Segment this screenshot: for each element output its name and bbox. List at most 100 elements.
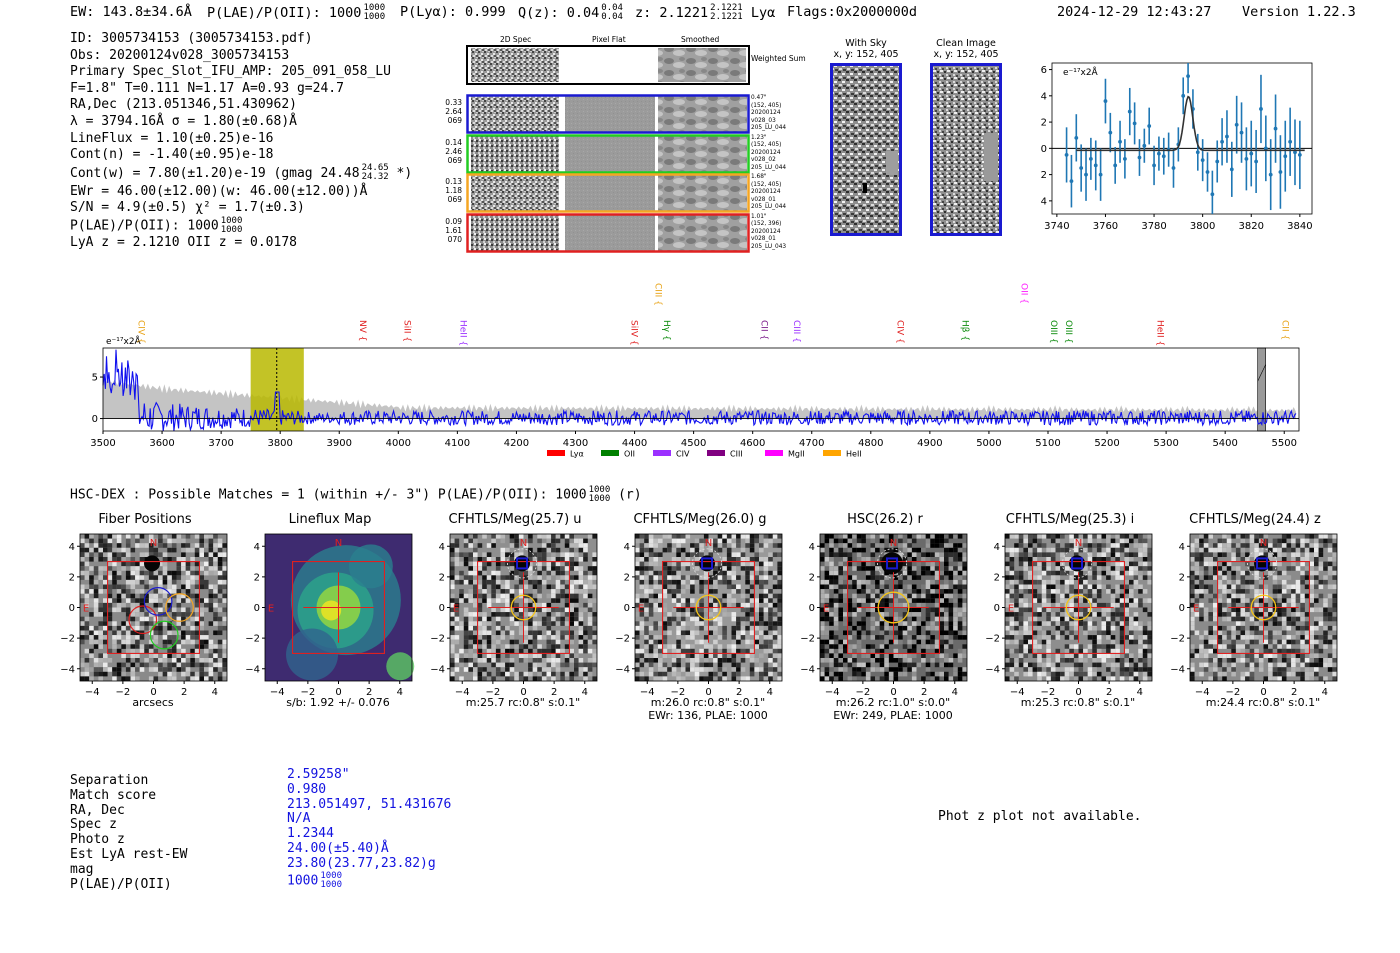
zoom-xtick-label: 3780 bbox=[1141, 221, 1166, 232]
full-plot-frame bbox=[102, 347, 1300, 432]
header-plae-label: P(LAE)/P(OII): 1000 bbox=[207, 5, 362, 21]
header-z-hi: 2.1221 bbox=[710, 3, 743, 13]
search-box bbox=[847, 561, 940, 654]
zoom-data-point bbox=[1200, 158, 1205, 163]
zoom-data-point bbox=[1186, 74, 1190, 79]
spec-row-right-value: 1.01" bbox=[751, 213, 767, 220]
spec2d-row bbox=[466, 133, 750, 174]
zoom-data-point bbox=[1288, 139, 1293, 144]
legend-swatch bbox=[653, 450, 671, 456]
spec-row-right-info: 1.23" (152, 405) 20200124 v028_02 205_LU_044 bbox=[751, 135, 786, 173]
spec-col-smooth: Smoothed bbox=[681, 35, 720, 44]
zoom-data-point bbox=[1161, 154, 1166, 159]
spectral-line-marker: CII { bbox=[759, 320, 769, 340]
stamp-ytick-label: 4 bbox=[69, 542, 75, 553]
full-chip-gap-hatch bbox=[1257, 364, 1266, 382]
stamp-caption: arcsecs bbox=[132, 696, 174, 709]
spec-row-left-value: 1.61 bbox=[445, 225, 462, 235]
zoom-data-point bbox=[1283, 154, 1288, 159]
header-qz-hi: 0.04 bbox=[601, 3, 623, 13]
full-xtick-label: 5000 bbox=[976, 438, 1001, 449]
catalog-circle bbox=[1247, 548, 1278, 579]
stamp-ytick-label: 4 bbox=[254, 542, 260, 553]
stamp-title: Fiber Positions bbox=[98, 512, 192, 527]
zoom-ytick-label: 6 bbox=[1041, 65, 1047, 76]
match-value-text: 2.59258" bbox=[287, 767, 350, 782]
info-gmag-lo: 24.32 bbox=[361, 172, 389, 183]
with-sky-header: With Sky x, y: 152, 405 bbox=[830, 38, 902, 60]
stamp-xtick-label: 4 bbox=[212, 687, 218, 695]
zoom-data-point bbox=[1205, 170, 1210, 174]
catalog-match-box bbox=[701, 557, 714, 570]
spec2d-flat-cutout bbox=[565, 96, 655, 132]
flux-map-blob bbox=[321, 600, 342, 621]
stamp-ytick-label: 0 bbox=[624, 603, 630, 614]
stamp-caption-secondary: EWr: 136, PLAE: 1000 bbox=[648, 709, 768, 722]
spec2d-smooth-cutout bbox=[658, 175, 747, 211]
search-box bbox=[1032, 561, 1125, 654]
spec-row-left-value: 0.09 bbox=[445, 216, 462, 226]
stamp-xtick-label: −2 bbox=[301, 687, 316, 695]
spec-row-right-info: 1.01" (152, 396) 20200124 v028_01 205_LU_043 bbox=[751, 214, 786, 252]
stamp-ytick-label: −4 bbox=[430, 664, 445, 675]
info-cont-n: Cont(n) = -1.40(±0.95)e-18 bbox=[70, 147, 274, 163]
spec2d-gap bbox=[559, 175, 561, 211]
info-id: ID: 3005734153 (3005734153.pdf) bbox=[70, 31, 313, 46]
fiber-circle bbox=[128, 605, 158, 635]
stamp-xtick-label: 0 bbox=[890, 687, 896, 695]
spec-row-right-value: 20200124 bbox=[751, 149, 781, 156]
header-timestamp: 2024-12-29 12:43:27 bbox=[1057, 4, 1212, 20]
match-value: 23.80(23.77,23.82)g bbox=[287, 856, 451, 872]
stamp-xtick-label: −2 bbox=[856, 687, 871, 695]
stamp-xtick-label: 0 bbox=[335, 687, 341, 695]
stamp-ytick-label: 2 bbox=[254, 572, 260, 583]
match-value: 1000 1000 1000 bbox=[287, 871, 451, 890]
full-xtick-label: 4300 bbox=[563, 438, 588, 449]
spectral-line-marker: CII { bbox=[1280, 320, 1290, 340]
spec2d-gap bbox=[559, 135, 561, 172]
stamp-ytick-label: 2 bbox=[1179, 572, 1185, 583]
zoom-data-point bbox=[1157, 151, 1161, 156]
zoom-data-point bbox=[1220, 139, 1224, 144]
stamp-xtick-label: 2 bbox=[366, 687, 372, 695]
stamp-title: CFHTLS/Meg(26.0) g bbox=[633, 512, 767, 527]
east-label: E bbox=[83, 604, 89, 615]
stamp-xtick-label: −2 bbox=[1041, 687, 1056, 695]
stamp-xtick-label: 0 bbox=[520, 687, 526, 695]
search-box bbox=[292, 561, 385, 654]
stamp-xtick-label: −4 bbox=[270, 687, 285, 695]
legend-swatch bbox=[823, 450, 841, 456]
match-label: Spec z bbox=[70, 817, 117, 833]
spec2d-gap bbox=[559, 214, 561, 251]
stamp-image: N E 4 2 0 −2 −4 −4 −2 0 2 4 bbox=[615, 533, 783, 695]
spec-row-left-value: 070 bbox=[447, 234, 462, 244]
spec2d-raw-cutout bbox=[471, 135, 559, 172]
header-qz-range: 0.04 0.04 bbox=[601, 4, 623, 22]
stamp-title: Lineflux Map bbox=[288, 512, 372, 527]
zoom-data-point bbox=[1064, 153, 1069, 157]
clean-image-xy: x, y: 152, 405 bbox=[933, 49, 999, 60]
clean-image-title: Clean Image bbox=[936, 38, 996, 49]
spec2d-raw-cutout bbox=[471, 175, 559, 211]
spec-row-right-value: v028_01 bbox=[751, 196, 776, 203]
spectral-line-marker: SiIV { bbox=[629, 320, 639, 346]
zoom-data-point bbox=[1108, 130, 1113, 135]
match-value: 0.980 bbox=[287, 782, 451, 798]
spec2d-row bbox=[466, 173, 750, 213]
spec2d-row-frame bbox=[466, 212, 750, 253]
spec-row-left-value: 0.13 bbox=[445, 177, 462, 186]
spec-row-right-value: 1.68" bbox=[751, 174, 767, 180]
header-plae: P(LAE)/P(OII): 1000 1000 1000 bbox=[207, 4, 385, 22]
zoom-data-point bbox=[1181, 93, 1186, 98]
aperture-circle bbox=[877, 591, 910, 624]
zoom-data-point bbox=[1263, 146, 1268, 151]
zoom-data-point bbox=[1122, 156, 1127, 161]
flux-map-blob bbox=[386, 652, 415, 681]
spectral-line-marker: OIII { bbox=[1048, 320, 1058, 344]
stamp-ytick-label: −4 bbox=[245, 664, 260, 675]
stamp-ytick-label: −2 bbox=[245, 634, 260, 645]
catalog-header-text: HSC-DEX : Possible Matches = 1 (within +… bbox=[70, 487, 587, 503]
info-cont-w-text: Cont(w) = 7.80(±1.20)e-19 (gmag 24.48 bbox=[70, 165, 360, 181]
full-xtick-label: 5400 bbox=[1212, 438, 1237, 449]
spec2d-flat-cutout bbox=[565, 175, 655, 211]
